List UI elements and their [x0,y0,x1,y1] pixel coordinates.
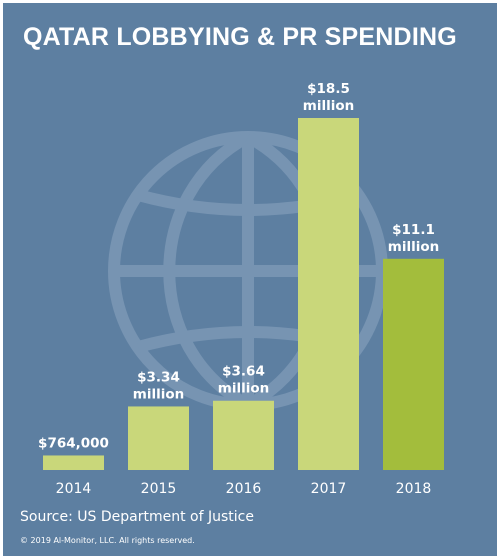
data-label-2017-line1: $18.5 [307,81,350,97]
data-label-2016-line2: million [218,381,269,397]
data-label-2016-line1: $3.64 [222,364,265,380]
bar-chart: $764,000$3.34million$3.64million$18.5mil… [38,81,444,497]
copyright-notice: © 2019 Al-Monitor, LLC. All rights reser… [20,536,195,545]
chart-panel: $764,000 $3.34 million $3.64 million $18.5 mil… [3,3,497,556]
bar-2017 [298,118,359,470]
data-label-2014: $764,000 [38,435,109,451]
bar-2016 [213,400,274,470]
bar-2015 [128,406,189,470]
x-axis-ticks: 2014 2015 2016 2017 2018 [56,481,432,497]
data-labels-group: $764,000$3.34million$3.64million$18.5mil… [38,81,439,451]
data-label-2018-line1: $11.1 [392,222,435,238]
data-label-2017-line2: million [303,98,354,114]
chart-title: QATAR LOBBYING & PR SPENDING [23,23,457,51]
x-tick-2016: 2016 [226,481,262,497]
bar-2018 [383,258,444,470]
data-label-2015-line1: $3.34 [137,369,180,385]
x-tick-2015: 2015 [141,481,177,497]
data-label-2015-line2: million [133,386,184,402]
bar-2014 [43,455,104,470]
source-note: Source: US Department of Justice [20,509,254,525]
x-tick-2018: 2018 [396,481,432,497]
x-tick-2017: 2017 [311,481,347,497]
data-label-2018-line2: million [388,239,439,255]
x-tick-2014: 2014 [56,481,92,497]
bars-group [43,118,444,470]
